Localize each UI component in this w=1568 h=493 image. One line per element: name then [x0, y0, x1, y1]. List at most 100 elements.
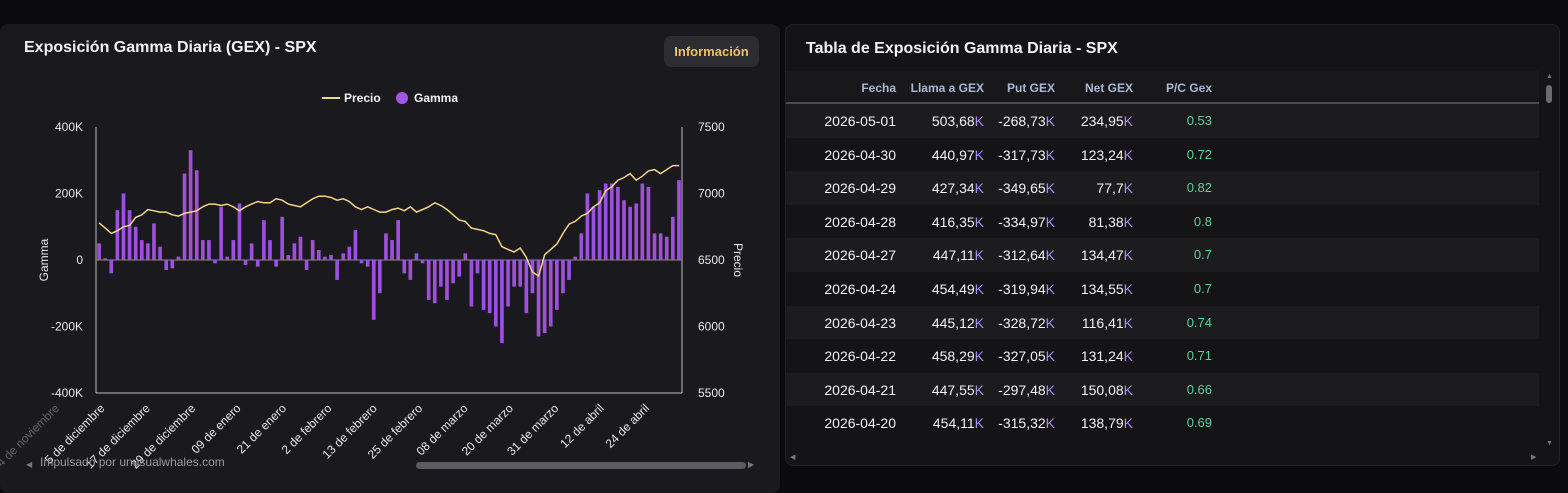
- gamma-bar: [384, 233, 388, 260]
- table-row[interactable]: 2026-04-27 447,11K -312,64K 134,47K 0.7: [786, 238, 1539, 272]
- table-row[interactable]: 2026-04-28 416,35K -334,97K 81,38K 0.8: [786, 205, 1539, 239]
- scrollbar-thumb[interactable]: [416, 462, 746, 469]
- table-row[interactable]: 2026-04-23 445,12K -328,72K 116,41K 0.74: [786, 305, 1539, 340]
- gamma-bar: [188, 150, 193, 260]
- gamma-bar: [640, 183, 645, 260]
- gamma-bar: [359, 260, 364, 264]
- gamma-bar: [597, 190, 602, 260]
- gamma-bar: [536, 260, 541, 337]
- table-scroll-right-icon[interactable]: ▶: [1531, 454, 1537, 461]
- gamma-bar: [225, 256, 230, 260]
- chart-panel-title: Exposición Gamma Diaria (GEX) - SPX: [24, 39, 317, 56]
- scroll-right-icon[interactable]: ▶: [748, 460, 755, 469]
- gex-table-panel: Tabla de Exposición Gamma Diaria - SPX F…: [785, 24, 1560, 466]
- gamma-bar: [347, 246, 352, 260]
- gamma-bar: [103, 258, 107, 260]
- gamma-bar: [237, 203, 242, 260]
- cell-net: 234,95K: [1080, 113, 1133, 129]
- column-header-call-gex[interactable]: Llama a GEX: [910, 81, 984, 95]
- gamma-bar: [506, 260, 510, 307]
- vertical-scrollbar-thumb[interactable]: [1546, 85, 1552, 103]
- gex-chart[interactable]: 400K 200K 0 -200K -400K 7500 7000 6500 6000 5500 G…: [0, 24, 780, 493]
- gamma-bar: [457, 260, 462, 277]
- gamma-bar: [408, 260, 413, 280]
- cell-net: 138,79K: [1080, 415, 1133, 432]
- gamma-bar: [439, 260, 443, 287]
- gamma-bar: [146, 243, 150, 260]
- cell-call: 427,34K: [931, 180, 984, 197]
- gamma-bar: [548, 260, 553, 327]
- k-suffix: K: [1045, 113, 1055, 129]
- cell-fecha: 2026-04-23: [824, 314, 896, 331]
- cell-net: 150,08K: [1080, 381, 1133, 398]
- column-header-net-gex[interactable]: Net GEX: [1084, 81, 1133, 95]
- cell-pc: 0.7: [1193, 247, 1212, 263]
- chart-horizontal-scrollbar[interactable]: ◀ ▶: [26, 460, 756, 472]
- gamma-bar: [323, 256, 327, 260]
- cell-put: -268,73K: [998, 113, 1055, 129]
- table-row[interactable]: 2026-04-20 454,11K -315,32K 138,79K 0.69: [786, 406, 1539, 440]
- info-button[interactable]: Información: [664, 36, 759, 67]
- gamma-bar: [463, 253, 468, 260]
- cell-put: -334,97K: [998, 213, 1055, 230]
- gamma-bar: [567, 260, 571, 280]
- k-suffix: K: [974, 280, 984, 297]
- k-suffix: K: [1045, 146, 1055, 163]
- scroll-left-icon[interactable]: ◀: [26, 460, 33, 469]
- gamma-bar: [555, 260, 559, 310]
- gamma-bar: [353, 230, 358, 260]
- gamma-bar: [573, 256, 578, 260]
- k-suffix: K: [1123, 348, 1133, 365]
- cell-put: -312,64K: [998, 247, 1055, 264]
- cell-put: -327,05K: [998, 348, 1055, 365]
- table-row[interactable]: 2026-04-30 440,97K -317,73K 123,24K 0.72: [786, 138, 1539, 172]
- gamma-bar: [292, 243, 297, 260]
- powered-by-label: Impulsado por unusualwhales.com: [40, 455, 225, 469]
- gamma-bar: [646, 186, 651, 260]
- gamma-bar: [591, 206, 596, 260]
- gamma-bar: [378, 260, 382, 294]
- gamma-bar: [280, 216, 285, 260]
- table-row[interactable]: 2026-04-29 427,34K -349,65K 77,7K 0.82: [786, 171, 1539, 205]
- cell-net: 81,38K: [1088, 213, 1133, 230]
- column-header-pc-gex[interactable]: P/C Gex: [1165, 81, 1212, 95]
- k-suffix: K: [974, 146, 984, 163]
- gamma-bar: [658, 233, 663, 260]
- table-row[interactable]: 2026-05-01 503,68K -268,73K 234,95K 0.53: [786, 104, 1539, 138]
- gamma-bar: [664, 236, 669, 260]
- y-right-tick-label: 7000: [698, 187, 725, 201]
- gamma-bar: [493, 260, 498, 327]
- scroll-up-icon[interactable]: ▲: [1546, 73, 1553, 80]
- k-suffix: K: [1123, 180, 1133, 197]
- gex-chart-panel: Exposición Gamma Diaria (GEX) - SPX Info…: [0, 24, 780, 493]
- k-suffix: K: [1045, 247, 1055, 264]
- cell-pc: 0.71: [1186, 348, 1212, 364]
- column-header-put-gex[interactable]: Put GEX: [1006, 81, 1055, 95]
- cell-call: 416,35K: [931, 213, 984, 230]
- cell-put: -349,65K: [998, 180, 1055, 197]
- cell-fecha: 2026-04-27: [824, 247, 896, 264]
- k-suffix: K: [1123, 314, 1133, 331]
- cell-pc: 0.66: [1186, 381, 1212, 397]
- k-suffix: K: [1045, 381, 1055, 398]
- cell-fecha: 2026-04-21: [824, 381, 896, 398]
- k-suffix: K: [974, 113, 984, 129]
- legend-gamma-swatch: [396, 92, 408, 104]
- k-suffix: K: [1045, 280, 1055, 297]
- gamma-bar: [298, 236, 303, 260]
- column-header-fecha[interactable]: Fecha: [861, 81, 896, 95]
- table-scroll-left-icon[interactable]: ◀: [790, 454, 796, 461]
- y-left-tick-label: 400K: [55, 120, 83, 134]
- scroll-down-icon[interactable]: ▼: [1546, 440, 1553, 447]
- table-horizontal-scrollbar[interactable]: ◀ ▶: [786, 452, 1559, 465]
- cell-net: 134,55K: [1080, 280, 1133, 297]
- gamma-bar: [524, 260, 529, 314]
- gamma-bar: [286, 255, 291, 260]
- table-row[interactable]: 2026-04-21 447,55K -297,48K 150,08K 0.66: [786, 372, 1539, 407]
- y-right-tick-label: 7500: [698, 120, 725, 134]
- table-row[interactable]: 2026-04-22 458,29K -327,05K 131,24K 0.71: [786, 339, 1539, 373]
- cell-pc: 0.82: [1186, 180, 1212, 196]
- table-vertical-scrollbar[interactable]: ▲ ▼: [1539, 71, 1559, 451]
- table-row[interactable]: 2026-04-24 454,49K -319,94K 134,55K 0.7: [786, 272, 1539, 306]
- cell-call: 454,49K: [931, 280, 984, 297]
